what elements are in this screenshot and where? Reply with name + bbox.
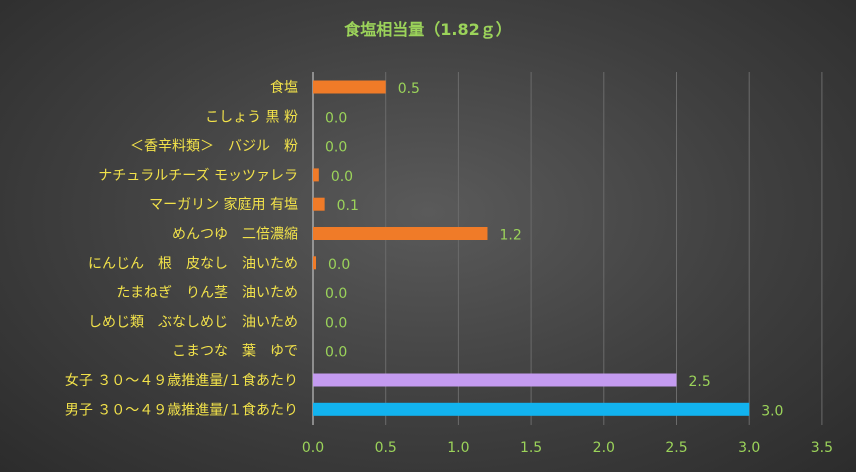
data-labels: 0.5 0.0 0.0 0.0 0.1 1.2 0.0 0.0 0.0 0.0 2.5 3.0	[325, 81, 783, 419]
data-label: 1.2	[499, 228, 521, 244]
data-label: 0.0	[325, 286, 347, 302]
x-tick-label: 0.5	[375, 440, 397, 456]
x-tick-label: 2.5	[665, 440, 687, 456]
data-label: 0.1	[337, 198, 359, 214]
gridlines	[312, 72, 823, 425]
bar	[313, 227, 488, 240]
category-label: ナチュラルチーズ モッツァレラ	[98, 168, 298, 184]
data-label: 0.0	[325, 345, 347, 361]
category-label: 男子 ３０～４９歳推進量/１食あたり	[65, 401, 298, 418]
x-tick-label: 1.0	[447, 440, 469, 456]
x-tick-label: 3.5	[811, 440, 833, 456]
bar	[313, 402, 750, 416]
data-label: 2.5	[689, 374, 711, 390]
data-label: 0.5	[398, 81, 420, 97]
data-label: 3.0	[761, 403, 783, 419]
bar	[313, 373, 677, 387]
bar	[313, 197, 325, 211]
data-label: 0.0	[331, 169, 353, 185]
bar	[313, 168, 319, 182]
category-label: こまつな 葉 ゆで	[172, 344, 298, 360]
data-label: 0.0	[325, 110, 347, 126]
category-label: にんじん 根 皮なし 油いため	[88, 256, 298, 272]
category-label: 女子 ３０～４９歳推進量/１食あたり	[65, 372, 298, 389]
x-tick-label: 0.0	[302, 440, 324, 456]
category-label: マーガリン 家庭用 有塩	[149, 196, 298, 213]
chart-title: 食塩相当量（1.82ｇ）	[343, 20, 511, 40]
bar	[313, 80, 386, 94]
data-label: 0.0	[325, 140, 347, 156]
category-label: しめじ類 ぶなしめじ 油いため	[88, 314, 298, 330]
category-label: こしょう 黒 粉	[205, 109, 298, 125]
category-label: たまねぎ りん茎 油いため	[116, 285, 298, 301]
category-label: めんつゆ 二倍濃縮	[172, 227, 298, 243]
x-tick-label: 1.5	[520, 440, 542, 456]
category-label: 食塩	[270, 79, 298, 96]
bars	[313, 80, 750, 416]
data-label: 0.0	[328, 257, 350, 273]
x-tick-label: 3.0	[738, 440, 760, 456]
bar	[313, 256, 316, 270]
data-label: 0.0	[325, 315, 347, 331]
x-tick-labels: 0.0 0.5 1.0 1.5 2.0 2.5 3.0 3.5	[302, 440, 833, 456]
category-label: ＜香辛料類＞ バジル 粉	[130, 139, 298, 155]
x-tick-label: 2.0	[593, 440, 615, 456]
